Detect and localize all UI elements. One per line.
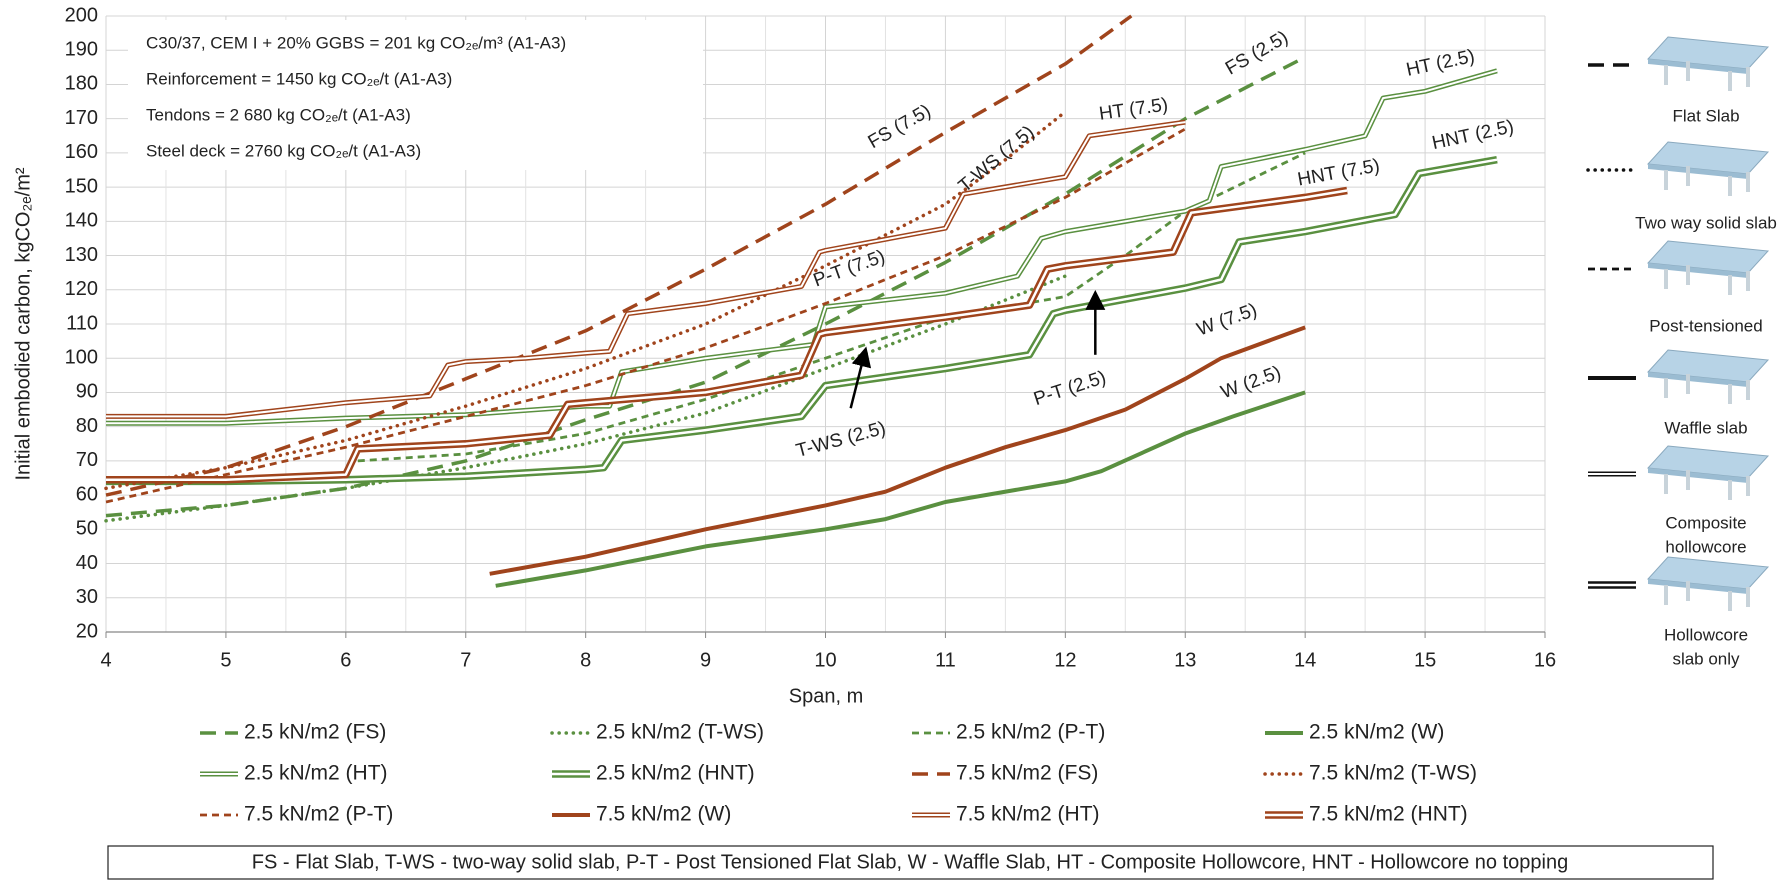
- x-tick-label: 5: [220, 649, 231, 671]
- x-tick-label: 6: [340, 649, 351, 671]
- series-line: [105, 14, 1133, 497]
- x-axis-title: Span, m: [789, 685, 863, 707]
- x-tick-label: 8: [580, 649, 591, 671]
- x-tick-label: 14: [1294, 649, 1316, 671]
- side-legend-label: slab only: [1672, 649, 1740, 668]
- side-legend-label: Hollowcore: [1664, 625, 1748, 644]
- y-axis-title: Initial embodied carbon, kgCO₂ₑ/m²: [12, 167, 34, 480]
- note: FS - Flat Slab, T-WS - two-way solid sla…: [252, 851, 1568, 873]
- series-line: [104, 274, 1068, 523]
- note-box: [107, 845, 1714, 880]
- slab-icon: [1646, 240, 1770, 295]
- y-tick-label: 50: [76, 518, 98, 540]
- x-tick-label: 15: [1414, 649, 1436, 671]
- side-legend-label: Flat Slab: [1672, 106, 1739, 125]
- series-line-inner: [106, 189, 1348, 481]
- y-tick-label: 40: [76, 552, 98, 574]
- legend-label: 7.5 kN/m2 (P-T): [244, 803, 393, 826]
- y-tick-label: 20: [76, 620, 98, 642]
- y-tick-label: 30: [76, 586, 98, 608]
- slab-icon: [1646, 141, 1770, 196]
- series-line: [357, 151, 1306, 463]
- series-line: [105, 127, 1186, 504]
- y-tick-label: 130: [65, 244, 98, 266]
- y-tick-label: 170: [65, 107, 98, 129]
- x-tick-label: 16: [1534, 649, 1556, 671]
- legend-label: 2.5 kN/m2 (P-T): [956, 721, 1105, 744]
- slab-icon: [1646, 445, 1770, 500]
- y-tick-label: 90: [76, 381, 98, 403]
- y-tick-label: 100: [65, 347, 98, 369]
- x-tick-label: 11: [935, 649, 956, 671]
- annotation-arrow: [849, 346, 872, 409]
- info-text: C30/37, CEM I + 20% GGBS = 201 kg CO₂ₑ/m…: [146, 33, 566, 52]
- y-tick-label: 80: [76, 415, 98, 437]
- y-tick-label: 150: [65, 175, 98, 197]
- y-tick-label: 70: [76, 449, 98, 471]
- side-legend-label: Composite: [1665, 513, 1746, 532]
- y-tick-label: 140: [65, 210, 98, 232]
- slab-edge: [1648, 468, 1748, 483]
- side-legend-label: hollowcore: [1665, 537, 1746, 556]
- legend-label: 7.5 kN/m2 (FS): [956, 762, 1098, 785]
- legend-label: 2.5 kN/m2 (W): [1309, 721, 1444, 744]
- slab-edge: [1648, 372, 1748, 387]
- side-legend-label: Post-tensioned: [1649, 316, 1762, 335]
- x-tick-label: 10: [814, 649, 836, 671]
- side-legend-label: Two way solid slab: [1635, 213, 1777, 232]
- series-group: [104, 14, 1498, 588]
- series-line: [105, 55, 1306, 518]
- x-tick-label: 4: [100, 649, 111, 671]
- slab-edge: [1648, 263, 1748, 278]
- series-line-inner: [106, 158, 1498, 483]
- legend-label: 2.5 kN/m2 (HT): [244, 762, 388, 785]
- legend-label: 2.5 kN/m2 (HNT): [596, 762, 755, 785]
- info-box: [128, 20, 703, 170]
- slab-edge: [1648, 164, 1748, 179]
- legend-label: 2.5 kN/m2 (FS): [244, 721, 386, 744]
- info-text: Steel deck = 2760 kg CO₂ₑ/t (A1-A3): [146, 141, 421, 160]
- y-tick-label: 120: [65, 278, 98, 300]
- legend-label: 2.5 kN/m2 (T-WS): [596, 721, 764, 744]
- y-tick-label: 60: [76, 483, 98, 505]
- slab-icon: [1646, 556, 1770, 611]
- slab-icon: [1646, 349, 1770, 404]
- legend-label: 7.5 kN/m2 (HT): [956, 803, 1100, 826]
- info-text: Reinforcement = 1450 kg CO₂ₑ/t (A1-A3): [146, 69, 452, 88]
- x-tick-label: 9: [700, 649, 711, 671]
- slab-edge: [1648, 59, 1748, 74]
- legend-label: 7.5 kN/m2 (T-WS): [1309, 762, 1477, 785]
- y-tick-label: 180: [65, 73, 98, 95]
- slab-edge: [1648, 579, 1748, 594]
- series-line-inner: [106, 69, 1498, 425]
- slab-icon: [1646, 36, 1770, 91]
- x-tick-label: 12: [1054, 649, 1076, 671]
- x-tick-label: 13: [1174, 649, 1196, 671]
- series-line: [104, 110, 1068, 491]
- series-line: [495, 390, 1306, 588]
- legend-label: 7.5 kN/m2 (HNT): [1309, 803, 1468, 826]
- x-tick-label: 7: [460, 649, 471, 671]
- info-text: Tendons = 2 680 kg CO₂ₑ/t (A1-A3): [146, 105, 411, 124]
- y-tick-label: 110: [66, 312, 98, 334]
- y-tick-label: 160: [65, 141, 98, 163]
- legend-label: 7.5 kN/m2 (W): [596, 803, 731, 826]
- series-line-inner: [106, 121, 1186, 418]
- series-line: [489, 325, 1306, 576]
- side-legend-label: Waffle slab: [1664, 418, 1747, 437]
- y-tick-label: 200: [65, 4, 98, 26]
- y-tick-label: 190: [65, 39, 98, 61]
